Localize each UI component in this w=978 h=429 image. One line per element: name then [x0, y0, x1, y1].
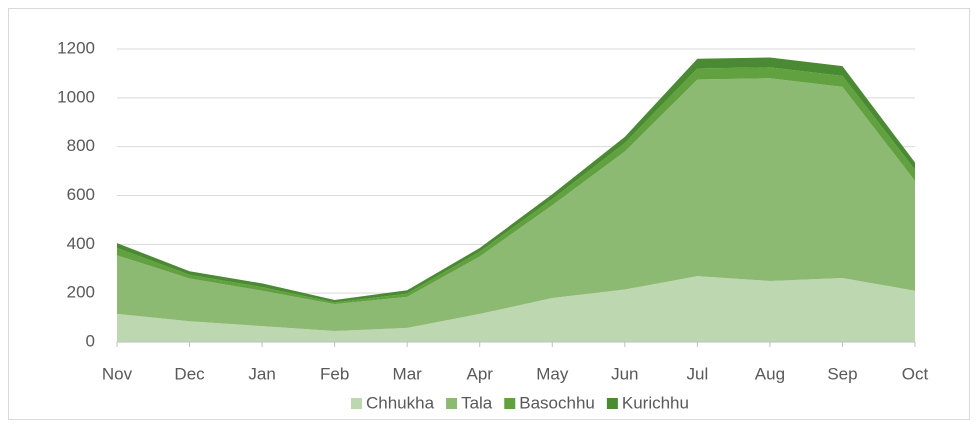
x-tick-label: Feb [320, 364, 349, 383]
area [117, 78, 915, 332]
x-tick-label: Sep [827, 364, 857, 383]
area [117, 276, 915, 342]
legend-label: Chhukha [366, 393, 435, 412]
y-tick-label: 200 [67, 283, 95, 302]
legend-swatch [351, 398, 363, 409]
y-tick-label: 1200 [57, 38, 95, 57]
legend-swatch [504, 398, 516, 409]
legend-swatch [606, 398, 618, 409]
y-tick-label: 400 [67, 234, 95, 253]
x-tick-label: Oct [902, 364, 929, 383]
x-tick-label: Aug [755, 364, 785, 383]
x-tick-label: Jan [248, 364, 275, 383]
legend-label: Kurichhu [622, 393, 689, 412]
x-tick-label: Apr [466, 364, 493, 383]
legend-label: Tala [461, 393, 493, 412]
x-tick-label: Jun [611, 364, 638, 383]
x-tick-label: Jul [686, 364, 708, 383]
y-tick-label: 600 [67, 185, 95, 204]
x-tick-label: May [536, 364, 569, 383]
x-tick-label: Nov [102, 364, 133, 383]
x-tick-label: Mar [393, 364, 423, 383]
legend-label: Basochhu [519, 393, 595, 412]
y-tick-label: 0 [86, 331, 95, 350]
legend-swatch [446, 398, 458, 409]
y-tick-label: 1000 [57, 87, 95, 106]
x-tick-label: Dec [174, 364, 205, 383]
y-tick-label: 800 [67, 136, 95, 155]
